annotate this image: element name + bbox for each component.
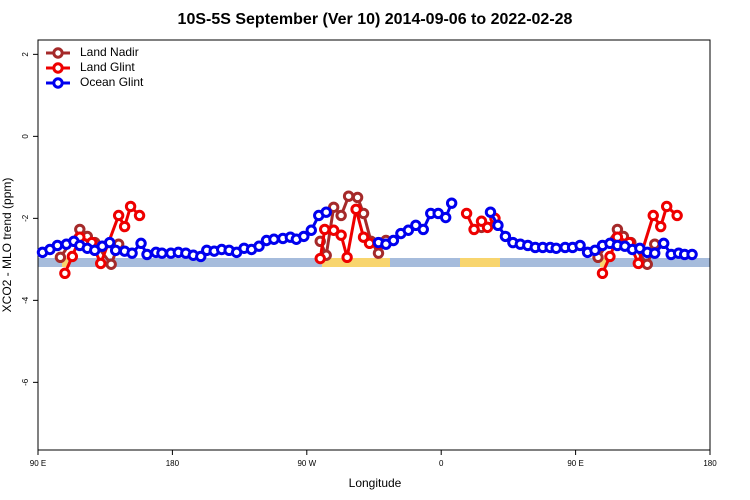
land-band <box>600 258 606 267</box>
marker <box>133 209 146 222</box>
y-tick-label: -2 <box>21 214 30 222</box>
marker <box>596 267 609 279</box>
marker <box>481 221 494 234</box>
marker <box>319 223 331 236</box>
land-mask <box>38 258 710 267</box>
x-tick-label: 0 <box>439 459 444 468</box>
marker <box>445 197 458 209</box>
y-tick-label: 2 <box>21 52 30 57</box>
marker <box>112 209 125 222</box>
legend-marker <box>52 62 64 74</box>
marker <box>468 223 480 236</box>
marker <box>660 200 673 213</box>
x-tick-label: 90 W <box>297 459 316 468</box>
marker <box>492 219 504 232</box>
marker <box>387 234 400 247</box>
x-tick-label: 180 <box>166 459 180 468</box>
plot-frame <box>37 39 711 451</box>
y-axis-label: XCO2 - MLO trend (ppm) <box>0 178 14 313</box>
marker <box>59 267 71 279</box>
legend-label: Land Glint <box>80 60 135 74</box>
marker <box>499 230 512 243</box>
marker <box>54 251 67 263</box>
land-band <box>460 258 500 267</box>
legend-label: Land Nadir <box>80 45 139 59</box>
marker <box>439 211 452 224</box>
marker <box>320 206 332 218</box>
marker <box>632 257 645 270</box>
marker <box>686 248 698 261</box>
x-tick-label: 90 E <box>30 459 46 468</box>
marker <box>327 224 340 236</box>
marker <box>655 220 667 233</box>
marker <box>126 247 138 259</box>
marker <box>484 206 497 218</box>
marker <box>604 250 616 263</box>
marker <box>350 203 362 216</box>
marker <box>341 251 353 263</box>
legend-marker <box>52 77 64 89</box>
y-tick-label: -6 <box>21 378 30 386</box>
marker <box>66 250 79 263</box>
marker <box>649 247 661 259</box>
marker <box>351 191 364 204</box>
x-tick-label: 90 E <box>567 459 583 468</box>
y-tick-label: 0 <box>21 134 30 139</box>
marker <box>156 247 168 259</box>
chart-title: 10S-5S September (Ver 10) 2014-09-06 to … <box>178 11 573 28</box>
marker <box>550 242 562 254</box>
legend-label: Ocean Glint <box>80 75 144 89</box>
marker <box>574 239 586 252</box>
marker <box>372 247 385 259</box>
marker <box>103 236 116 249</box>
marker <box>124 200 137 213</box>
legend-marker <box>52 47 64 59</box>
marker <box>671 209 683 222</box>
marker <box>51 239 64 252</box>
marker <box>363 237 376 250</box>
y-tick-label: -4 <box>21 296 30 304</box>
marker <box>649 238 661 250</box>
marker <box>402 224 415 236</box>
marker <box>95 257 107 270</box>
marker <box>417 223 429 236</box>
marker <box>327 201 340 213</box>
marker <box>141 248 153 261</box>
marker <box>641 258 653 270</box>
marker <box>647 209 659 222</box>
marker <box>118 220 131 233</box>
marker <box>314 252 326 265</box>
marker <box>335 229 347 241</box>
marker <box>298 230 310 243</box>
land-band <box>62 258 68 267</box>
marker <box>658 237 670 250</box>
marker <box>335 209 347 222</box>
marker <box>253 240 265 252</box>
x-axis-label: Longitude <box>349 476 402 490</box>
x-tick-label: 180 <box>703 459 717 468</box>
marker <box>135 237 147 250</box>
marker <box>342 190 355 202</box>
marker <box>589 244 601 257</box>
marker <box>460 207 473 220</box>
land-band <box>322 258 390 267</box>
marker <box>305 224 317 236</box>
marker <box>109 244 122 257</box>
marker <box>268 233 280 245</box>
marker <box>105 258 117 270</box>
